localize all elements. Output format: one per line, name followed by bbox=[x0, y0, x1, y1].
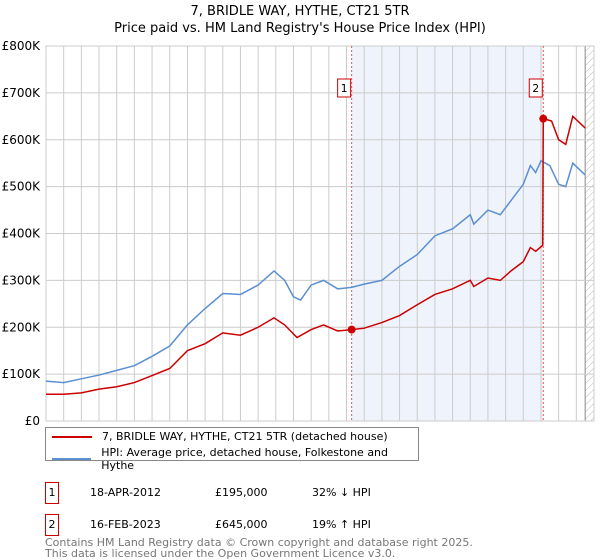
legend-label: HPI: Average price, detached house, Folk… bbox=[101, 446, 389, 472]
y-tick-label: £400K bbox=[2, 227, 42, 241]
legend-label: 7, BRIDLE WAY, HYTHE, CT21 5TR (detached… bbox=[102, 430, 388, 443]
y-tick-label: £700K bbox=[2, 86, 42, 100]
series-line bbox=[46, 114, 586, 396]
annotation-box bbox=[528, 78, 543, 98]
annotation-box bbox=[337, 78, 352, 98]
footer-line: Contains HM Land Registry data © Crown c… bbox=[45, 536, 473, 549]
series-line bbox=[45, 159, 586, 384]
transaction-hpi: 32% ↓ HPI bbox=[312, 486, 371, 499]
annotation-label: 2 bbox=[532, 82, 539, 95]
sale-point bbox=[539, 114, 548, 123]
sale-point bbox=[347, 325, 356, 334]
annotation-label: 1 bbox=[341, 82, 348, 95]
footer: Contains HM Land Registry data © Crown c… bbox=[45, 537, 473, 559]
plot-border bbox=[45, 45, 595, 422]
legend-item-hpi: HPI: Average price, detached house, Folk… bbox=[52, 446, 418, 472]
red-line-swatch bbox=[52, 435, 92, 438]
blue-line-swatch bbox=[52, 458, 92, 460]
plot-area: £0 £100K £200K £300K £400K £500K £600K £700K £80… bbox=[2, 39, 595, 425]
transaction-date: 18-APR-2012 bbox=[90, 486, 162, 499]
y-tick-label: £600K bbox=[2, 133, 42, 147]
footer-line: This data is licensed under the Open Gov… bbox=[45, 547, 396, 560]
transaction-hpi: 19% ↑ HPI bbox=[312, 518, 371, 531]
y-tick-label: £300K bbox=[2, 273, 42, 287]
transaction-date: 16-FEB-2023 bbox=[90, 518, 161, 531]
y-tick-label: £200K bbox=[2, 320, 42, 334]
marker-badge: 2 bbox=[45, 514, 59, 536]
marker-badge: 1 bbox=[45, 482, 59, 504]
legend: 7, BRIDLE WAY, HYTHE, CT21 5TR (detached… bbox=[45, 427, 419, 472]
chart-subtitle: Price paid vs. HM Land Registry's House … bbox=[114, 21, 486, 36]
transaction-price: £645,000 bbox=[215, 518, 268, 531]
legend-item-property: 7, BRIDLE WAY, HYTHE, CT21 5TR (detached… bbox=[52, 430, 388, 443]
y-tick-label: £100K bbox=[2, 367, 42, 381]
y-tick-label: £500K bbox=[2, 180, 42, 194]
chart-title: 7, BRIDLE WAY, HYTHE, CT21 5TR bbox=[190, 4, 410, 19]
y-tick-label: £800K bbox=[2, 39, 42, 53]
transaction-price: £195,000 bbox=[215, 486, 268, 499]
y-tick-label: £0 bbox=[25, 414, 40, 425]
